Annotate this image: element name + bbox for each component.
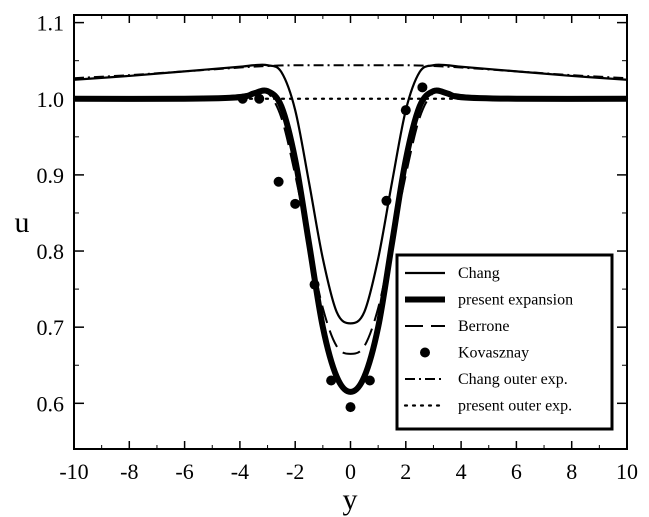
series-kovasznay-point (400, 105, 411, 116)
x-tick-label: -6 (175, 459, 193, 484)
y-tick-label: 1.0 (37, 87, 65, 112)
y-axis-label: u (15, 206, 30, 239)
series-kovasznay-point (364, 375, 375, 386)
legend-berrone-label: Berrone (458, 318, 510, 335)
series-kovasznay-point (345, 402, 356, 413)
series-kovasznay-point (381, 195, 392, 206)
legend-kovasznay-label: Kovasznay (458, 345, 529, 362)
series-kovasznay-point (309, 279, 320, 290)
series-kovasznay-point (290, 198, 301, 209)
x-tick-label: 6 (511, 459, 522, 484)
series-kovasznay-point (417, 82, 428, 93)
series-chang-outer-exp-line (73, 64, 628, 80)
x-tick-label: -8 (120, 459, 138, 484)
legend-chang-outer-exp-label: Chang outer exp. (458, 371, 568, 388)
x-axis-label: y (343, 483, 358, 516)
legend-chang-label: Chang (458, 265, 500, 282)
x-tick-label: 2 (400, 459, 411, 484)
legend-present-expansion-label: present expansion (458, 292, 573, 309)
series-kovasznay-point (237, 93, 248, 104)
x-tick-labels: -10 -8 -6 -4 -2 0 2 4 6 8 10 (59, 459, 638, 484)
x-tick-label: 8 (566, 459, 577, 484)
series-kovasznay-point (273, 176, 284, 187)
y-tick-label: 0.6 (37, 391, 65, 416)
series-kovasznay-point (254, 93, 265, 104)
legend: Chang present expansion Berrone Kovasznay Ch… (395, 253, 614, 431)
legend-kovasznay-swatch (420, 347, 430, 358)
markers-layer (237, 82, 428, 413)
x-tick-label: 10 (616, 459, 638, 484)
y-tick-label: 0.9 (37, 163, 65, 188)
plot-area (72, 14, 629, 450)
series-chang-line (73, 63, 628, 325)
y-tick-label: 1.1 (37, 11, 65, 36)
x-tick-label: -2 (286, 459, 304, 484)
y-tick-labels: 0.6 0.7 0.8 0.9 1.0 1.1 (37, 11, 65, 417)
x-tick-label: -10 (59, 459, 88, 484)
series-present-expansion-line (73, 87, 628, 395)
y-tick-label: 0.8 (37, 239, 65, 264)
series-kovasznay-point (326, 375, 337, 386)
x-tick-label: 0 (345, 459, 356, 484)
series-layer (72, 63, 629, 395)
x-tick-label: 4 (456, 459, 467, 484)
legend-present-outer-exp-label: present outer exp. (458, 398, 572, 415)
x-ticks (73, 15, 628, 449)
legend-box (395, 253, 614, 431)
x-tick-label: -4 (231, 459, 249, 484)
y-tick-label: 0.7 (37, 315, 65, 340)
